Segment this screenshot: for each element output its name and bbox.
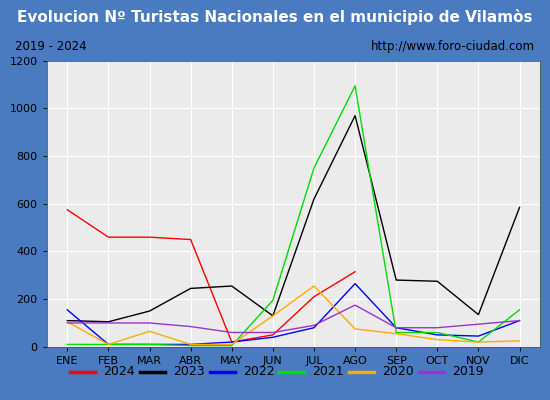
- Text: Evolucion Nº Turistas Nacionales en el municipio de Vilamòs: Evolucion Nº Turistas Nacionales en el m…: [17, 9, 533, 25]
- Text: http://www.foro-ciudad.com: http://www.foro-ciudad.com: [371, 40, 535, 53]
- Text: 2023: 2023: [173, 365, 205, 378]
- Text: 2024: 2024: [103, 365, 135, 378]
- Text: 2019: 2019: [452, 365, 483, 378]
- Text: 2022: 2022: [243, 365, 274, 378]
- Text: 2020: 2020: [382, 365, 414, 378]
- Text: 2021: 2021: [312, 365, 344, 378]
- Text: 2019 - 2024: 2019 - 2024: [15, 40, 87, 53]
